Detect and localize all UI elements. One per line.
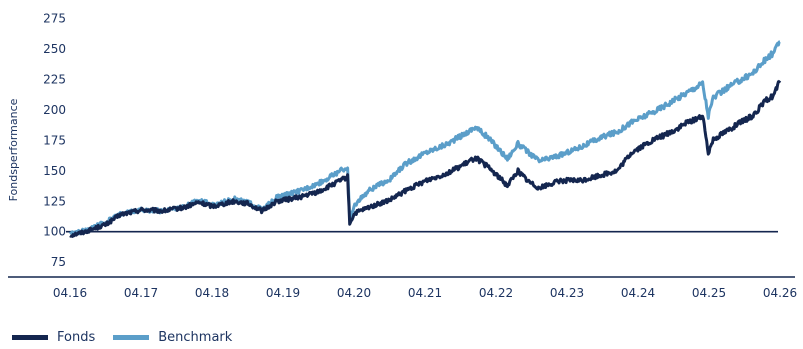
x-tick-label: 04.20 [337,286,371,300]
x-tick-label: 04.17 [124,286,158,300]
y-tick-label: 75 [51,255,66,269]
x-tick-label: 04.25 [692,286,726,300]
legend: Fonds Benchmark [12,330,232,345]
y-tick-label: 125 [43,194,66,208]
y-axis-label: Fondsperformance [7,98,20,201]
y-tick-label: 150 [43,164,66,178]
legend-swatch-benchmark [113,335,150,340]
x-tick-label: 04.26 [763,286,797,300]
y-tick-label: 200 [43,103,66,117]
legend-item-fonds[interactable]: Fonds [12,330,95,345]
y-tick-label: 175 [43,133,66,147]
x-tick-label: 04.23 [550,286,584,300]
series-lines [68,40,782,238]
x-tick-label: 04.16 [53,286,87,300]
legend-label-fonds: Fonds [57,330,96,345]
series-line-fonds [69,79,782,238]
x-axis-ticks: 04.16 04.17 04.18 04.19 04.20 04.21 04.22 04.23… [53,286,797,300]
y-tick-label: 275 [43,12,66,26]
x-tick-label: 04.19 [266,286,300,300]
x-tick-label: 04.22 [479,286,513,300]
performance-chart: Fondsperformance 75 100 125 150 175 200 225 250… [7,12,797,300]
x-tick-label: 04.24 [621,286,655,300]
x-tick-label: 04.21 [408,286,442,300]
x-tick-label: 04.18 [195,286,229,300]
y-tick-label: 225 [43,72,66,86]
y-tick-label: 250 [43,42,66,56]
y-axis-ticks: 75 100 125 150 175 200 225 250 275 [43,12,66,270]
legend-swatch-fonds [12,335,48,340]
series-line-benchmark [68,40,781,236]
y-tick-label: 100 [43,225,66,239]
legend-item-benchmark[interactable]: Benchmark [113,330,232,345]
legend-label-benchmark: Benchmark [158,330,233,345]
